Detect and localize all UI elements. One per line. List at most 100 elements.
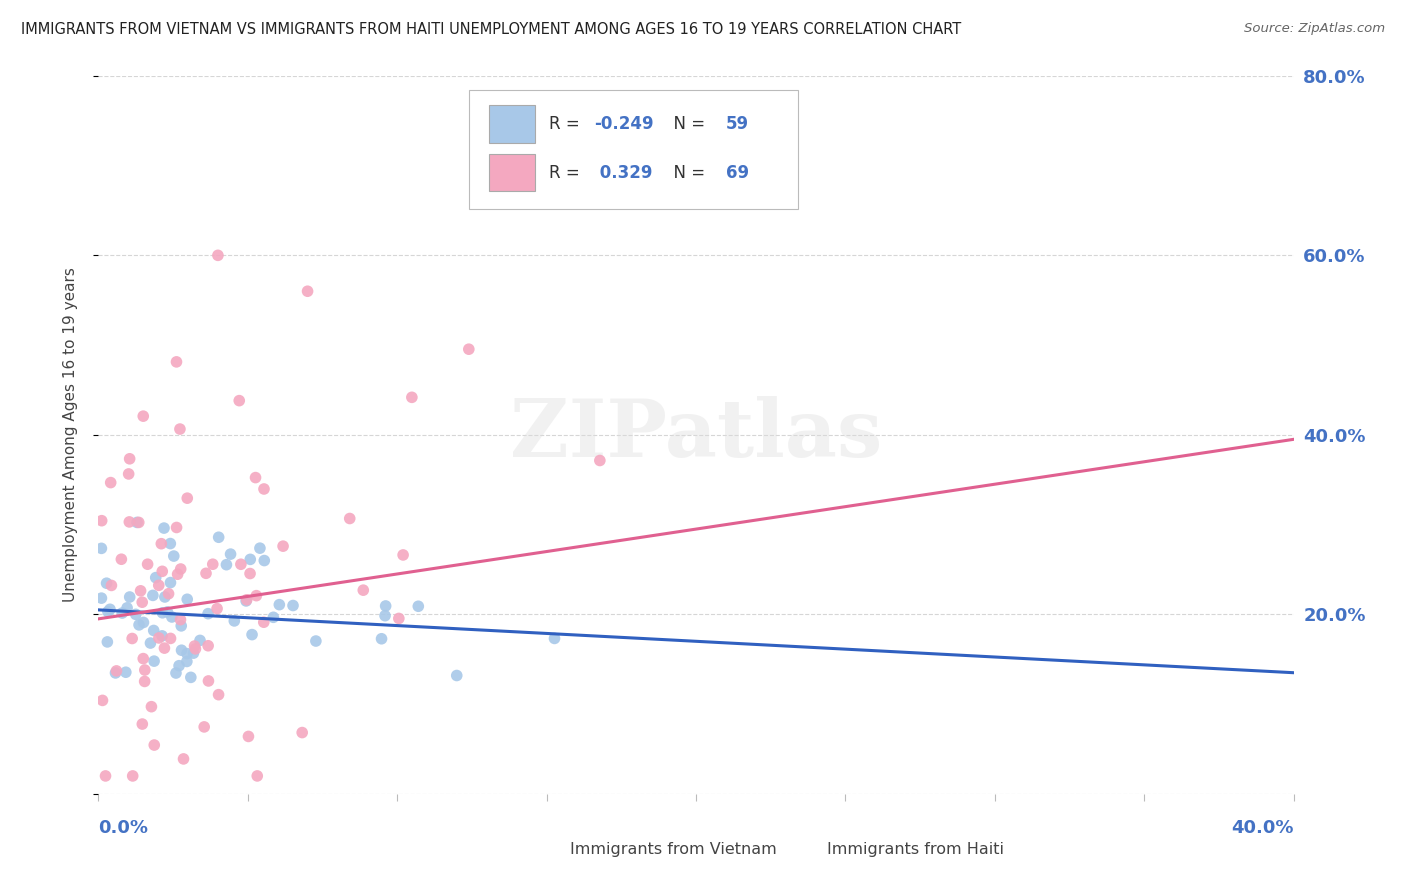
Point (193, 720, 215, 734)
FancyBboxPatch shape (470, 90, 797, 209)
Point (97, 605, 120, 619)
Point (125, 607, 148, 622)
Point (207, 248, 229, 262)
Point (176, 592, 198, 607)
Point (374, 599, 396, 613)
Y-axis label: Unemployment Among Ages 16 to 19 years: Unemployment Among Ages 16 to 19 years (63, 268, 77, 602)
Point (169, 613, 191, 627)
Text: Source: ZipAtlas.com: Source: ZipAtlas.com (1244, 22, 1385, 36)
Point (90, 514, 112, 528)
Point (169, 422, 191, 436)
Point (156, 605, 179, 619)
Point (262, 610, 284, 624)
Point (159, 575, 181, 590)
Text: 0.0%: 0.0% (98, 820, 149, 838)
Point (143, 654, 166, 668)
Point (195, 566, 218, 581)
Point (139, 636, 162, 650)
Point (148, 578, 170, 592)
Point (148, 631, 170, 645)
Point (153, 521, 176, 535)
Point (157, 587, 180, 601)
Point (141, 699, 163, 714)
Point (129, 583, 152, 598)
Point (96, 635, 118, 649)
Point (134, 663, 156, 677)
Point (160, 610, 183, 624)
Point (475, 186, 498, 200)
Point (111, 606, 134, 620)
Point (118, 451, 141, 466)
Point (152, 606, 174, 620)
Point (249, 541, 271, 556)
Point (176, 655, 198, 669)
Point (201, 558, 224, 572)
Point (408, 599, 430, 614)
Point (240, 627, 263, 641)
Point (121, 632, 143, 646)
Point (176, 491, 198, 505)
Point (239, 566, 262, 581)
Point (94, 769, 117, 783)
Point (128, 516, 150, 530)
Text: N =: N = (662, 115, 710, 133)
Point (271, 539, 294, 553)
Point (215, 558, 238, 572)
Text: 59: 59 (725, 115, 749, 133)
Point (229, 558, 252, 572)
Point (173, 752, 195, 766)
Point (238, 730, 260, 744)
Bar (489, 105, 534, 143)
Point (401, 390, 423, 404)
Point (118, 515, 141, 529)
Point (305, 634, 328, 648)
Point (228, 393, 250, 408)
Point (253, 553, 276, 567)
Point (170, 643, 193, 657)
Bar (529, 836, 562, 863)
Point (339, 511, 361, 525)
Point (100, 475, 122, 490)
Point (110, 552, 132, 566)
Point (392, 548, 415, 562)
Point (245, 470, 267, 484)
Text: 0.329: 0.329 (595, 164, 652, 182)
Point (104, 665, 127, 680)
Text: R =: R = (548, 164, 585, 182)
Point (131, 717, 153, 731)
Point (188, 633, 211, 648)
Point (96, 576, 118, 591)
Point (132, 651, 155, 665)
Text: N =: N = (662, 164, 710, 182)
Point (90, 541, 112, 556)
Text: IMMIGRANTS FROM VIETNAM VS IMMIGRANTS FROM HAITI UNEMPLOYMENT AMONG AGES 16 TO 1: IMMIGRANTS FROM VIETNAM VS IMMIGRANTS FR… (21, 22, 962, 37)
Point (118, 590, 141, 604)
Text: R =: R = (548, 115, 585, 133)
Point (153, 641, 176, 656)
Point (543, 632, 565, 646)
Point (165, 666, 187, 681)
Point (159, 536, 181, 550)
Point (176, 647, 198, 661)
Point (132, 409, 155, 424)
Point (197, 639, 219, 653)
Point (246, 769, 269, 783)
Point (239, 552, 262, 566)
Point (253, 482, 276, 496)
Point (269, 598, 291, 612)
Point (105, 664, 128, 678)
Point (150, 537, 173, 551)
Point (207, 688, 229, 702)
Point (352, 583, 374, 598)
Text: 69: 69 (725, 164, 749, 182)
Point (131, 595, 153, 609)
Point (125, 516, 148, 530)
Point (235, 594, 257, 608)
Point (197, 673, 219, 688)
Point (291, 725, 314, 739)
Point (166, 520, 188, 534)
Point (91, 693, 114, 707)
Point (183, 639, 205, 653)
Point (121, 769, 143, 783)
Point (143, 738, 166, 752)
